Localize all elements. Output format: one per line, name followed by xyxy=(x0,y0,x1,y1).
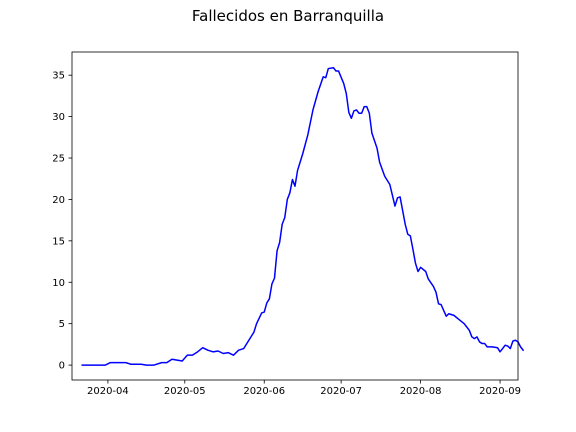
x-tick-label: 2020-07 xyxy=(320,386,362,397)
y-tick-label: 5 xyxy=(59,319,65,330)
x-tick-label: 2020-05 xyxy=(164,386,206,397)
y-tick-label: 20 xyxy=(52,195,65,206)
y-tick-label: 25 xyxy=(52,154,65,165)
x-tick-label: 2020-09 xyxy=(479,386,521,397)
y-axis: 0 5 10 15 20 25 30 35 xyxy=(52,71,72,372)
series-line-0 xyxy=(81,66,525,366)
axes-frame xyxy=(71,51,519,381)
plot-area xyxy=(81,66,525,366)
x-tick-label: 2020-06 xyxy=(243,386,285,397)
y-tick-label: 0 xyxy=(59,361,65,372)
chart-title: Fallecidos en Barranquilla xyxy=(192,7,384,25)
y-tick-label: 30 xyxy=(52,112,65,123)
y-tick-label: 15 xyxy=(52,236,65,247)
y-tick-label: 35 xyxy=(52,71,65,82)
y-tick-label: 10 xyxy=(52,278,65,289)
x-axis: 2020-04 2020-05 2020-06 2020-07 2020-08 2020-… xyxy=(87,380,521,397)
x-tick-label: 2020-08 xyxy=(400,386,442,397)
x-tick-label: 2020-04 xyxy=(87,386,129,397)
